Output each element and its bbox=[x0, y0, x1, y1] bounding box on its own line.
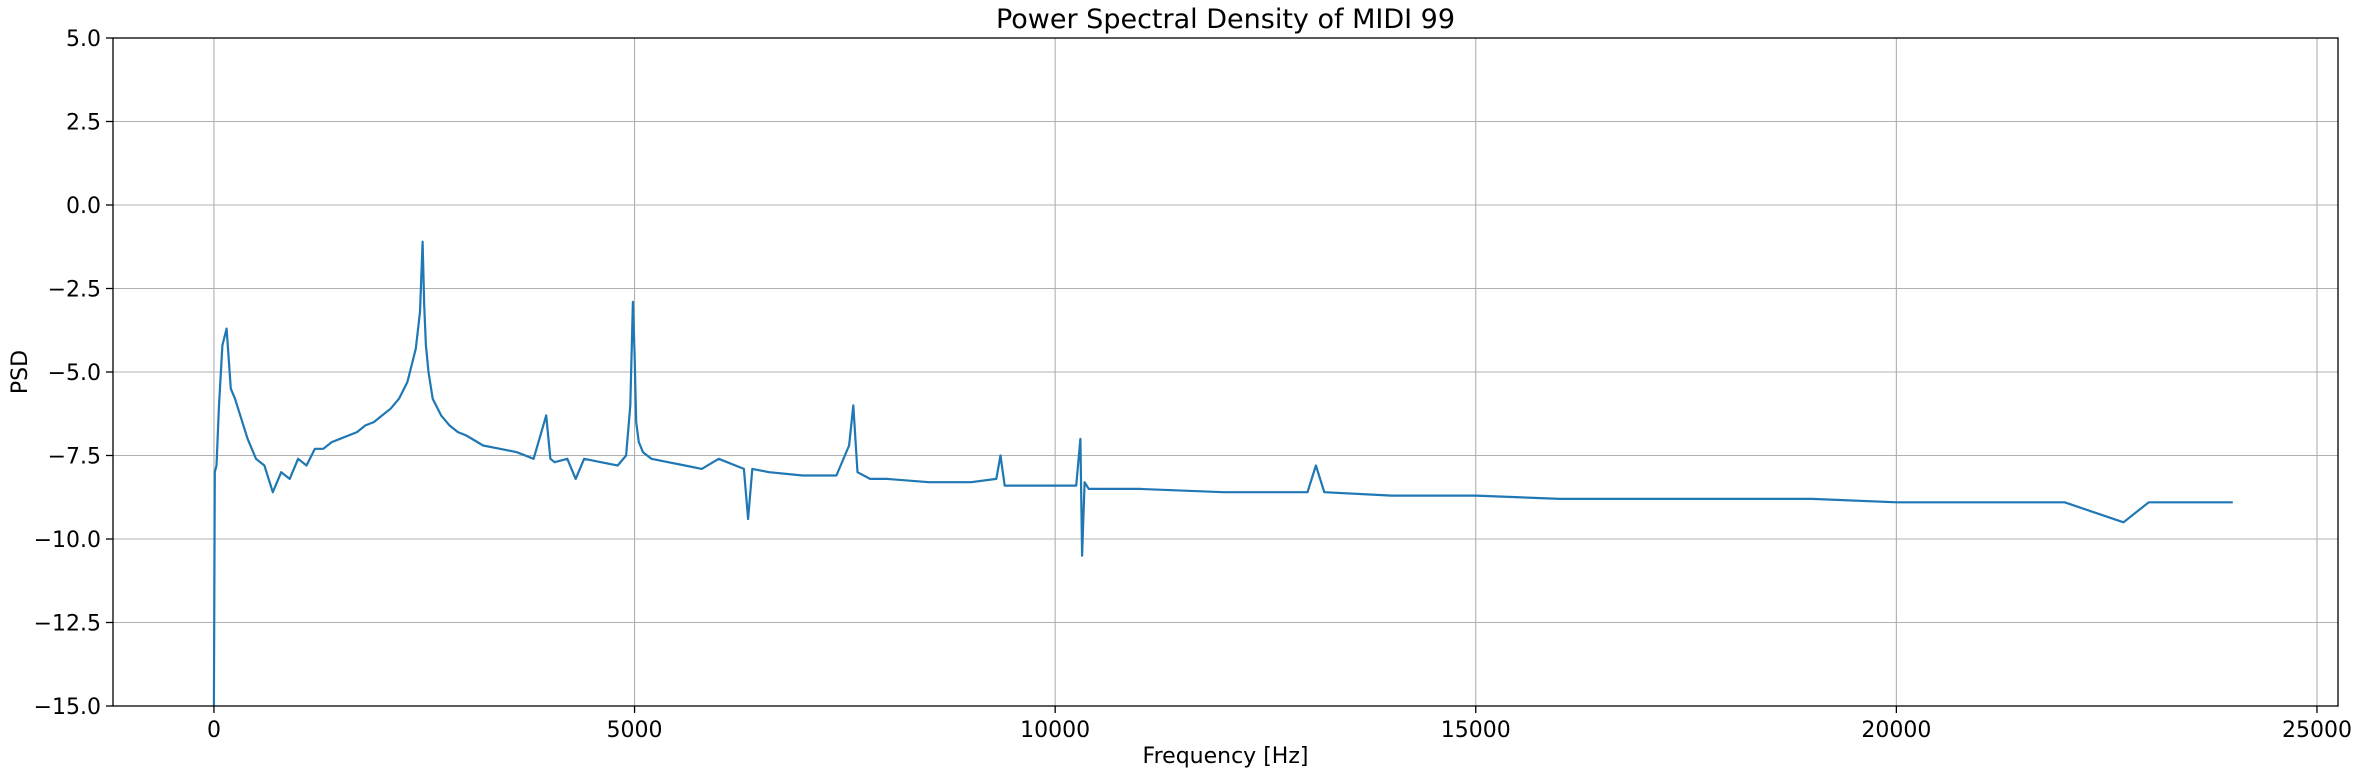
y-axis-label: PSD bbox=[8, 350, 33, 394]
psd-series-line bbox=[212, 240, 2233, 707]
x-tick-label: 10000 bbox=[1020, 718, 1090, 743]
grid-lines bbox=[113, 37, 2338, 707]
y-tick-label: −10.0 bbox=[34, 528, 101, 553]
y-tick-label: −2.5 bbox=[48, 278, 101, 303]
y-tick-label: −7.5 bbox=[48, 445, 101, 470]
x-tick-label: 25000 bbox=[2282, 718, 2352, 743]
x-tick-label: 20000 bbox=[1861, 718, 1931, 743]
y-tick-label: −15.0 bbox=[34, 695, 101, 720]
x-axis-label: Frequency [Hz] bbox=[1143, 744, 1309, 769]
chart-title: Power Spectral Density of MIDI 99 bbox=[996, 4, 1455, 35]
x-tick-label: 15000 bbox=[1441, 718, 1511, 743]
y-tick-label: −5.0 bbox=[48, 361, 101, 386]
y-tick-label: −12.5 bbox=[34, 612, 101, 637]
x-tick-label: 0 bbox=[207, 718, 221, 743]
x-tick-label: 5000 bbox=[607, 718, 663, 743]
y-tick-label: 0.0 bbox=[66, 194, 101, 219]
data-line-layer bbox=[212, 240, 2233, 707]
x-axis-ticks: 0 5000 10000 15000 20000 25000 bbox=[207, 706, 2352, 743]
y-tick-label: 2.5 bbox=[66, 111, 101, 136]
y-tick-label: 5.0 bbox=[66, 27, 101, 52]
y-axis-ticks: 5.0 2.5 0.0 −2.5 −5.0 −7.5 −10.0 −12.5 −15.0 bbox=[34, 27, 113, 720]
